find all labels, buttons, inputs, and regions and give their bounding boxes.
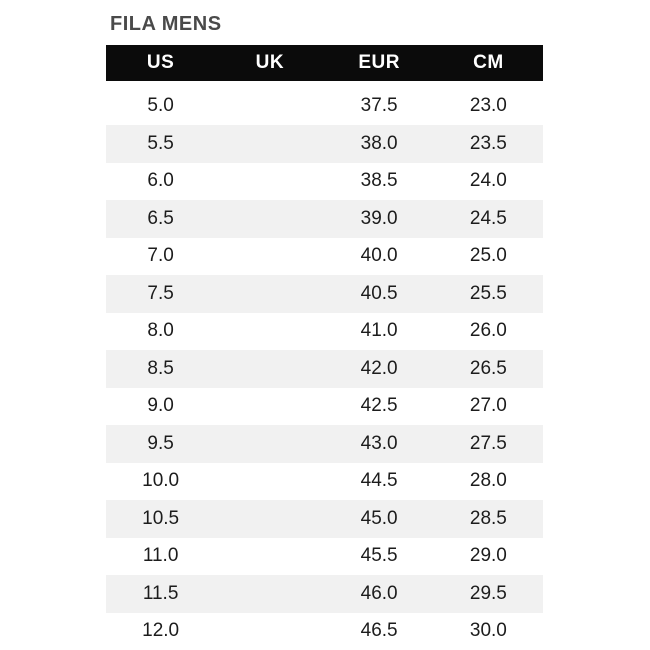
size-table: US UK EUR CM 5.0 37.5 23.0 5.5 38.0 23.5 6.0 38… [106,45,543,650]
table-cell-cm: 23.5 [469,132,507,154]
table-cell-cm: 29.0 [469,545,507,567]
table-cell-cm: 27.5 [469,432,507,454]
table-cell-us: 7.0 [147,245,174,267]
table-cell-us: 6.5 [147,207,174,229]
table-cell-us: 8.5 [147,357,174,379]
table-cell-eur: 45.5 [360,545,398,567]
table-row: 6.0 38.5 24.0 [106,162,543,200]
table-cell-eur: 46.5 [360,620,398,642]
column-header-eur: EUR [358,52,400,73]
table-cell-eur: 41.0 [360,320,398,342]
table-row: 8.5 42.0 26.5 [106,350,543,388]
table-row: 5.5 38.0 23.5 [106,125,543,163]
table-row: 9.5 43.0 27.5 [106,425,543,463]
table-row: 7.5 40.5 25.5 [106,275,543,313]
table-cell-eur: 45.0 [360,507,398,529]
table-cell-cm: 25.5 [469,282,507,304]
table-row: 5.0 37.5 23.0 [106,87,543,125]
table-row: 7.0 40.0 25.0 [106,237,543,275]
table-body: 5.0 37.5 23.0 5.5 38.0 23.5 6.0 38.5 24.0 6.5 39.0… [106,87,543,650]
column-header-uk: UK [255,52,285,73]
table-cell-eur: 43.0 [360,432,398,454]
table-cell-cm: 30.0 [469,620,507,642]
table-cell-us: 5.0 [147,95,174,117]
table-row: 9.0 42.5 27.0 [106,387,543,425]
table-cell-cm: 28.5 [469,507,507,529]
table-row: 11.0 45.5 29.0 [106,537,543,575]
table-cell-eur: 37.5 [360,95,398,117]
column-header-cm: CM [473,52,504,73]
table-cell-cm: 26.0 [469,320,507,342]
table-row: 10.5 45.0 28.5 [106,500,543,538]
table-cell-eur: 42.5 [360,395,398,417]
table-header-row: US UK EUR CM [106,45,543,81]
table-row: 10.0 44.5 28.0 [106,462,543,500]
table-cell-eur: 44.5 [360,470,398,492]
table-cell-us: 10.0 [142,470,180,492]
table-cell-us: 9.0 [147,395,174,417]
table-row: 11.5 46.0 29.5 [106,575,543,613]
table-row: 8.0 41.0 26.0 [106,312,543,350]
table-cell-cm: 24.5 [469,207,507,229]
table-cell-us: 8.0 [147,320,174,342]
table-row: 12.0 46.5 30.0 [106,612,543,650]
table-cell-eur: 42.0 [360,357,398,379]
table-cell-us: 11.0 [142,545,179,567]
table-cell-cm: 26.5 [469,357,507,379]
table-cell-cm: 29.5 [469,582,507,604]
table-cell-us: 5.5 [147,132,174,154]
table-cell-eur: 40.5 [360,282,398,304]
table-cell-cm: 24.0 [469,170,507,192]
table-cell-us: 12.0 [142,620,180,642]
table-cell-eur: 40.0 [360,245,398,267]
table-cell-us: 9.5 [147,432,174,454]
table-cell-cm: 23.0 [469,95,507,117]
table-cell-us: 10.5 [142,507,180,529]
table-cell-eur: 39.0 [360,207,398,229]
column-header-us: US [146,52,175,73]
table-cell-eur: 38.0 [360,132,398,154]
table-cell-eur: 46.0 [360,582,398,604]
table-cell-cm: 28.0 [469,470,507,492]
table-title: FILA MENS [110,13,222,35]
table-cell-us: 6.0 [147,170,174,192]
table-cell-us: 11.5 [142,582,179,604]
table-cell-eur: 38.5 [360,170,398,192]
table-cell-cm: 25.0 [469,245,507,267]
size-chart: FILA MENS US UK EUR CM 5.0 37.5 23.0 5.5 38.… [106,0,543,650]
table-row: 6.5 39.0 24.5 [106,200,543,238]
table-cell-cm: 27.0 [469,395,507,417]
table-cell-us: 7.5 [147,282,174,304]
